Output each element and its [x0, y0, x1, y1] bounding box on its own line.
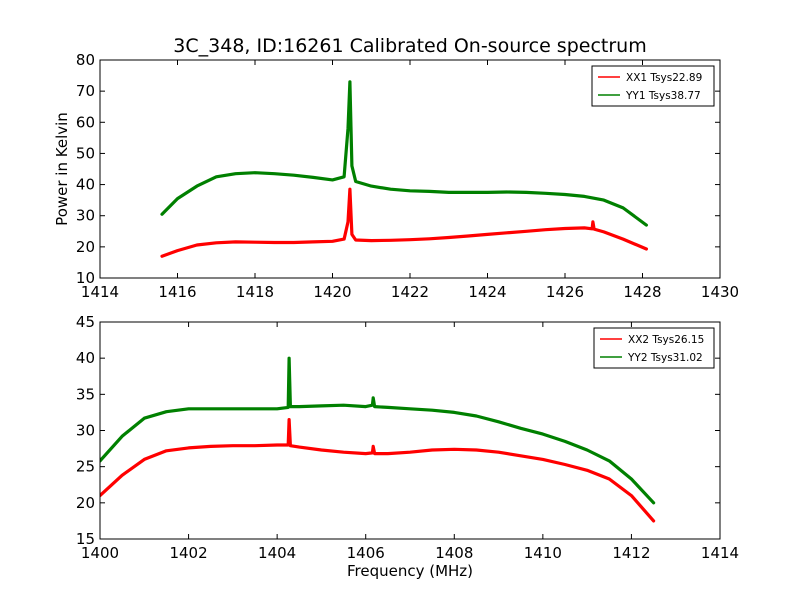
chart-title: 3C_348, ID:16261 Calibrated On-source sp…: [173, 35, 646, 57]
y-tick-label: 40: [76, 349, 95, 367]
x-tick-label: 1402: [169, 544, 207, 562]
y-tick-label: 70: [76, 82, 95, 100]
y-tick-label: 30: [76, 207, 95, 225]
x-tick-label: 1414: [81, 283, 119, 301]
legend-box: [593, 327, 715, 369]
x-tick-label: 1400: [81, 544, 119, 562]
x-tick-label: 1418: [236, 283, 274, 301]
y-tick-label: 20: [76, 494, 95, 512]
y-tick-label: 15: [76, 530, 95, 548]
legend-label: YY2 Tsys31.02: [627, 352, 703, 364]
x-tick-label: 1410: [524, 544, 562, 562]
x-tick-label: 1406: [347, 544, 385, 562]
x-tick-label: 1416: [158, 283, 196, 301]
legend-1: XX1 Tsys22.89 YY1 Tsys38.77: [591, 65, 715, 107]
y-tick-label: 60: [76, 113, 95, 131]
legend-2: XX2 Tsys26.15 YY2 Tsys31.02: [593, 327, 715, 369]
legend-label: XX1 Tsys22.89: [626, 72, 702, 84]
y-tick-label: 80: [76, 51, 95, 69]
x-tick-label: 1412: [612, 544, 650, 562]
x-tick-label: 1422: [391, 283, 429, 301]
y-tick-label: 25: [76, 458, 95, 476]
x-tick-label: 1428: [623, 283, 661, 301]
x-tick-label: 1430: [701, 283, 739, 301]
series-line-2-1: [100, 418, 656, 523]
y-tick-label: 45: [76, 313, 95, 331]
x-tick-label: 1426: [546, 283, 584, 301]
y-tick-label: 35: [76, 385, 95, 403]
subplot-2: 1400 1402 1404 1406 1408 1410 1412 1414 15 20 25 30…: [76, 313, 739, 580]
y-tick-label: 20: [76, 238, 95, 256]
y-tick-label: 10: [76, 269, 95, 287]
x-axis-label: Frequency (MHz): [347, 562, 473, 580]
subplot-1: 1414 1416 1418 1420 1422 1424 1426 1428 1430 10 20…: [53, 51, 739, 301]
y-axis-label: Power in Kelvin: [53, 112, 71, 226]
legend-label: XX2 Tsys26.15: [628, 334, 704, 346]
legend-label: YY1 Tsys38.77: [625, 90, 701, 102]
series-line-1-2: [160, 80, 649, 227]
x-tick-label: 1424: [468, 283, 506, 301]
x-tick-label: 1414: [701, 544, 739, 562]
series-line-2-2: [100, 356, 656, 505]
y-tick-label: 30: [76, 422, 95, 440]
y-tick-label: 50: [76, 144, 95, 162]
x-tick-label: 1408: [435, 544, 473, 562]
legend-box: [591, 65, 715, 107]
series-line-1-1: [160, 187, 649, 258]
y-tick-label: 40: [76, 176, 95, 194]
x-tick-label: 1404: [258, 544, 296, 562]
x-tick-label: 1420: [313, 283, 351, 301]
plots-container: 1414 1416 1418 1420 1422 1424 1426 1428 1430 10 20…: [53, 51, 739, 580]
